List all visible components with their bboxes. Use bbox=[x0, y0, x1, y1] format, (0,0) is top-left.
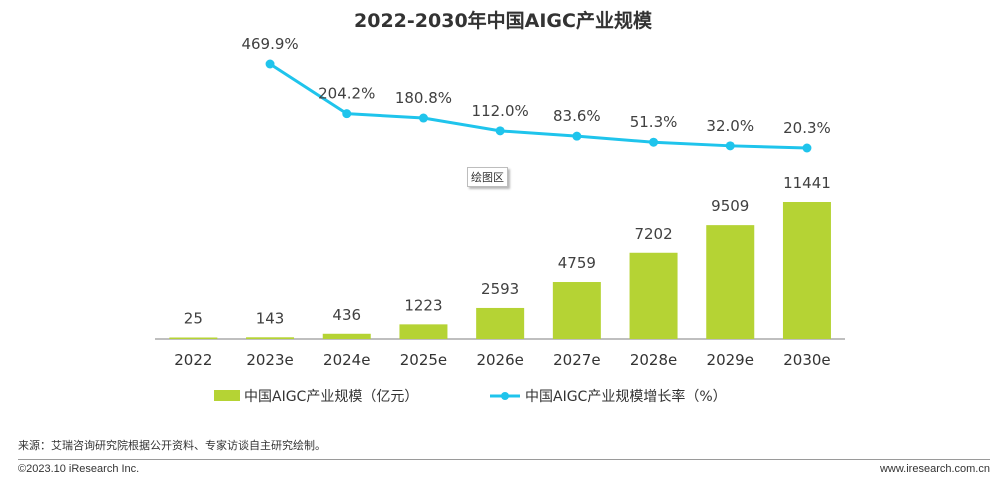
growth-point-2023e bbox=[265, 59, 275, 69]
bar-series bbox=[169, 202, 831, 339]
growth-label-2030e: 20.3% bbox=[783, 119, 831, 137]
bar-2024e bbox=[322, 333, 371, 339]
x-tick-2027e: 2027e bbox=[553, 351, 600, 369]
x-tick-2029e: 2029e bbox=[707, 351, 754, 369]
x-tick-2028e: 2028e bbox=[630, 351, 677, 369]
bar-2028e bbox=[629, 252, 678, 339]
growth-label-2028e: 51.3% bbox=[630, 113, 678, 131]
growth-point-2025e bbox=[418, 113, 428, 123]
bar-2026e bbox=[476, 307, 525, 339]
bar-2030e bbox=[782, 202, 831, 339]
bar-label-2026e: 2593 bbox=[481, 280, 519, 298]
chart-title: 2022-2030年中国AIGC产业规模 bbox=[354, 9, 653, 32]
growth-point-2024e bbox=[342, 109, 352, 119]
bar-label-2022: 25 bbox=[184, 310, 203, 328]
bar-2022 bbox=[169, 337, 218, 339]
copyright: ©2023.10 iResearch Inc. bbox=[18, 463, 140, 475]
growth-label-2024e: 204.2% bbox=[318, 85, 375, 103]
growth-value-labels: 469.9% 204.2% 180.8% 112.0% 83.6% 51.3% 32.0% 2… bbox=[241, 35, 830, 137]
growth-point-2029e bbox=[725, 141, 735, 151]
bar-label-2027e: 4759 bbox=[558, 254, 596, 272]
x-tick-2023e: 2023e bbox=[246, 351, 293, 369]
legend-bar-label: 中国AIGC产业规模（亿元） bbox=[244, 389, 418, 405]
source-note: 来源：艾瑞咨询研究院根据公开资料、专家访谈自主研究绘制。 bbox=[18, 439, 326, 452]
bar-2029e bbox=[706, 225, 755, 339]
bar-label-2025e: 1223 bbox=[404, 296, 442, 314]
bar-2025e bbox=[399, 324, 448, 339]
legend-bar-swatch bbox=[214, 390, 240, 401]
growth-label-2026e: 112.0% bbox=[472, 102, 529, 120]
bar-2023e bbox=[246, 337, 295, 339]
plot-area-tag: 绘图区 bbox=[467, 167, 508, 187]
bar-label-2023e: 143 bbox=[256, 309, 285, 327]
bar-label-2024e: 436 bbox=[332, 306, 361, 324]
legend: 中国AIGC产业规模（亿元） 中国AIGC产业规模增长率（%） bbox=[214, 388, 727, 405]
bar-2027e bbox=[552, 282, 601, 339]
bar-label-2028e: 7202 bbox=[634, 225, 672, 243]
growth-label-2029e: 32.0% bbox=[706, 117, 754, 135]
bar-value-labels: 25 143 436 1223 2593 4759 7202 9509 11441 bbox=[184, 174, 831, 328]
growth-point-2027e bbox=[572, 131, 582, 141]
growth-label-2023e: 469.9% bbox=[241, 35, 298, 53]
x-tick-2025e: 2025e bbox=[400, 351, 447, 369]
growth-point-2030e bbox=[802, 143, 812, 153]
x-tick-2030e: 2030e bbox=[783, 351, 830, 369]
x-tick-2024e: 2024e bbox=[323, 351, 370, 369]
bar-label-2029e: 9509 bbox=[711, 197, 749, 215]
growth-line bbox=[269, 62, 807, 150]
growth-point-2028e bbox=[649, 137, 659, 147]
x-tick-labels: 2022 2023e 2024e 2025e 2026e 2027e 2028e 2029e 2… bbox=[174, 351, 830, 369]
growth-line-series bbox=[265, 59, 812, 153]
legend-line-marker bbox=[501, 392, 509, 400]
bar-label-2030e: 11441 bbox=[783, 174, 831, 192]
growth-label-2025e: 180.8% bbox=[395, 89, 452, 107]
x-tick-2026e: 2026e bbox=[476, 351, 523, 369]
website-link: www.iresearch.com.cn bbox=[879, 463, 990, 475]
growth-point-2026e bbox=[495, 126, 505, 136]
growth-label-2027e: 83.6% bbox=[553, 107, 601, 125]
footer-divider bbox=[18, 459, 990, 460]
legend-line-label: 中国AIGC产业规模增长率（%） bbox=[525, 388, 727, 405]
x-tick-2022: 2022 bbox=[174, 351, 212, 369]
